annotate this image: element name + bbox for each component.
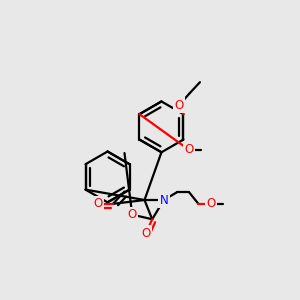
Text: O: O [128, 208, 137, 221]
Text: O: O [94, 197, 103, 210]
Text: O: O [141, 226, 151, 240]
Text: O: O [206, 197, 215, 210]
Text: O: O [175, 99, 184, 112]
Text: N: N [159, 194, 168, 206]
Text: O: O [184, 143, 194, 157]
